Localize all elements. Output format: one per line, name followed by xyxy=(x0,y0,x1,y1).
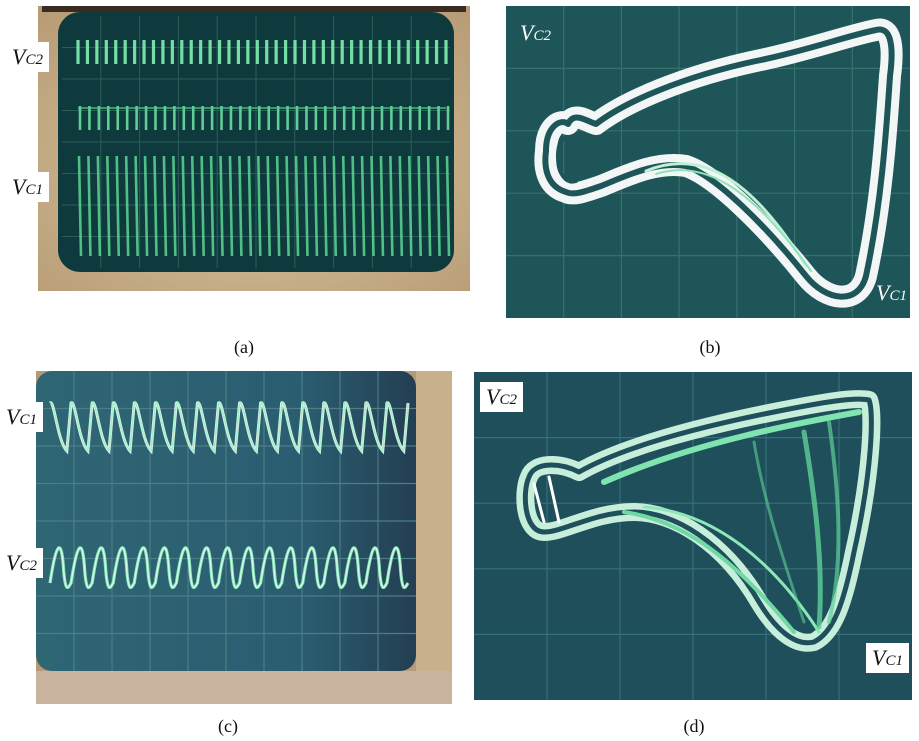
label-vc2-c: VC2 xyxy=(0,548,43,578)
label-vc1-b: VC1 xyxy=(876,280,907,305)
caption-b: (b) xyxy=(699,337,721,357)
label-vc1-c: VC1 xyxy=(0,402,43,432)
phase-portrait-b xyxy=(534,18,903,308)
oscilloscope-photo-c xyxy=(36,371,452,704)
oscilloscope-photo-b xyxy=(506,6,910,318)
label-vc1-a: VC1 xyxy=(6,172,49,202)
label-vc2-a: VC2 xyxy=(6,42,49,72)
caption-a: (a) xyxy=(234,337,254,357)
label-vc2-d: VC2 xyxy=(480,382,523,412)
caption-c: (c) xyxy=(218,716,238,736)
oscilloscope-photo-a xyxy=(38,6,470,291)
caption-d: (d) xyxy=(683,716,705,736)
label-vc2-b: VC2 xyxy=(520,20,551,45)
phase-portrait-d xyxy=(516,390,881,652)
oscilloscope-photo-d xyxy=(474,372,912,700)
label-vc1-d: VC1 xyxy=(866,643,909,673)
